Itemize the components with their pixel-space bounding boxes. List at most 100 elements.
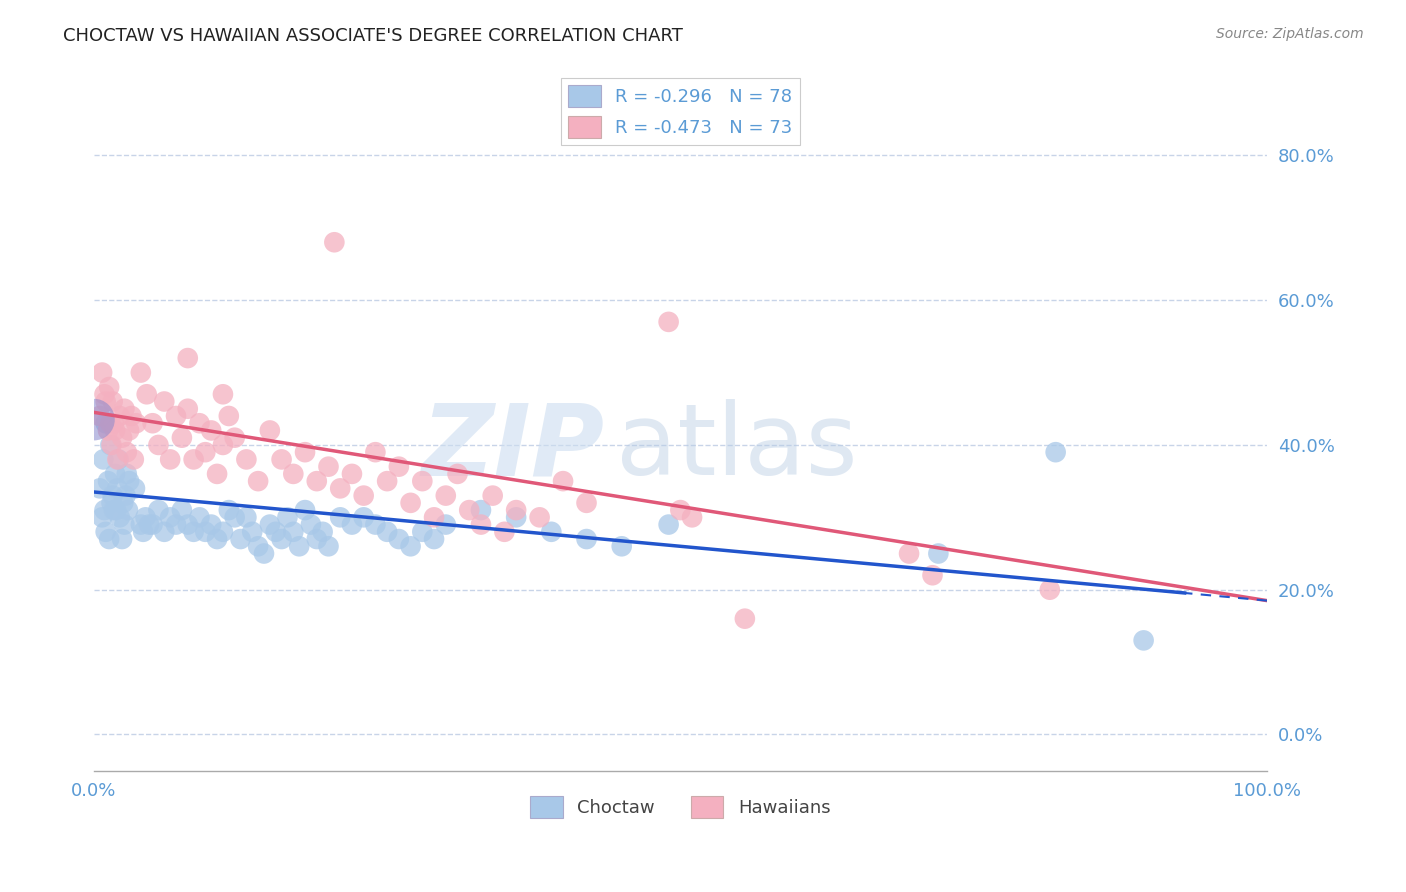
Point (111, 532, 134, 546)
Point (205, 467, 228, 481)
Point (98, 416, 121, 430)
Point (125, 416, 148, 430)
Point (1039, 582, 1062, 597)
Point (329, 482, 352, 496)
Point (103, 416, 125, 430)
Point (540, 524, 562, 539)
Point (276, 510, 298, 524)
Point (98, 532, 121, 546)
Point (353, 510, 375, 524)
Point (97, 474, 120, 488)
Point (101, 394, 124, 409)
Point (89, 482, 111, 496)
Point (505, 503, 527, 517)
Point (470, 503, 492, 517)
Point (575, 496, 598, 510)
Point (159, 510, 181, 524)
Point (898, 547, 921, 561)
Point (153, 394, 176, 409)
Point (259, 517, 281, 532)
Point (294, 503, 316, 517)
Point (235, 452, 257, 467)
Point (253, 547, 276, 561)
Point (212, 438, 235, 452)
Point (112, 401, 135, 416)
Point (375, 524, 398, 539)
Point (159, 452, 181, 467)
Point (118, 424, 141, 438)
Point (107, 452, 129, 467)
Point (681, 510, 703, 524)
Point (112, 496, 135, 510)
Point (103, 503, 125, 517)
Point (183, 452, 205, 467)
Point (200, 517, 222, 532)
Point (148, 503, 170, 517)
Point (101, 489, 124, 503)
Point (388, 532, 411, 546)
Point (340, 467, 363, 481)
Point (434, 517, 457, 532)
Point (305, 532, 328, 546)
Point (294, 445, 316, 459)
Point (108, 409, 131, 423)
Point (83, 412, 105, 426)
Point (388, 459, 411, 474)
Point (270, 532, 292, 546)
Point (575, 532, 598, 546)
Point (224, 510, 246, 524)
Text: Source: ZipAtlas.com: Source: ZipAtlas.com (1216, 27, 1364, 41)
Point (115, 467, 138, 481)
Point (288, 539, 311, 553)
Point (165, 409, 187, 423)
Point (423, 532, 446, 546)
Point (135, 510, 157, 524)
Point (91, 510, 114, 524)
Point (658, 315, 681, 329)
Text: atlas: atlas (616, 400, 858, 496)
Point (177, 517, 200, 532)
Point (494, 524, 516, 539)
Point (921, 568, 943, 582)
Point (734, 612, 756, 626)
Point (170, 503, 193, 517)
Point (194, 524, 217, 539)
Point (98, 438, 121, 452)
Point (94, 394, 117, 409)
Point (200, 424, 222, 438)
Point (283, 467, 305, 481)
Point (364, 445, 387, 459)
Point (183, 524, 205, 539)
Point (259, 424, 281, 438)
Point (108, 510, 131, 524)
Point (610, 539, 633, 553)
Point (188, 416, 211, 430)
Point (132, 524, 155, 539)
Point (89, 409, 111, 423)
Point (124, 482, 146, 496)
Point (658, 517, 681, 532)
Point (112, 517, 135, 532)
Point (129, 517, 152, 532)
Point (218, 409, 240, 423)
Point (470, 517, 492, 532)
Point (93, 387, 115, 401)
Point (529, 510, 551, 524)
Point (299, 517, 322, 532)
Point (118, 474, 141, 488)
Point (434, 489, 457, 503)
Point (224, 431, 246, 445)
Point (188, 510, 211, 524)
Point (318, 459, 340, 474)
Point (458, 503, 481, 517)
Point (138, 517, 160, 532)
Point (229, 532, 252, 546)
Point (165, 517, 187, 532)
Point (399, 496, 422, 510)
Point (212, 524, 235, 539)
Point (551, 474, 574, 488)
Point (114, 489, 136, 503)
Point (927, 547, 949, 561)
Point (120, 409, 142, 423)
Point (218, 503, 240, 517)
